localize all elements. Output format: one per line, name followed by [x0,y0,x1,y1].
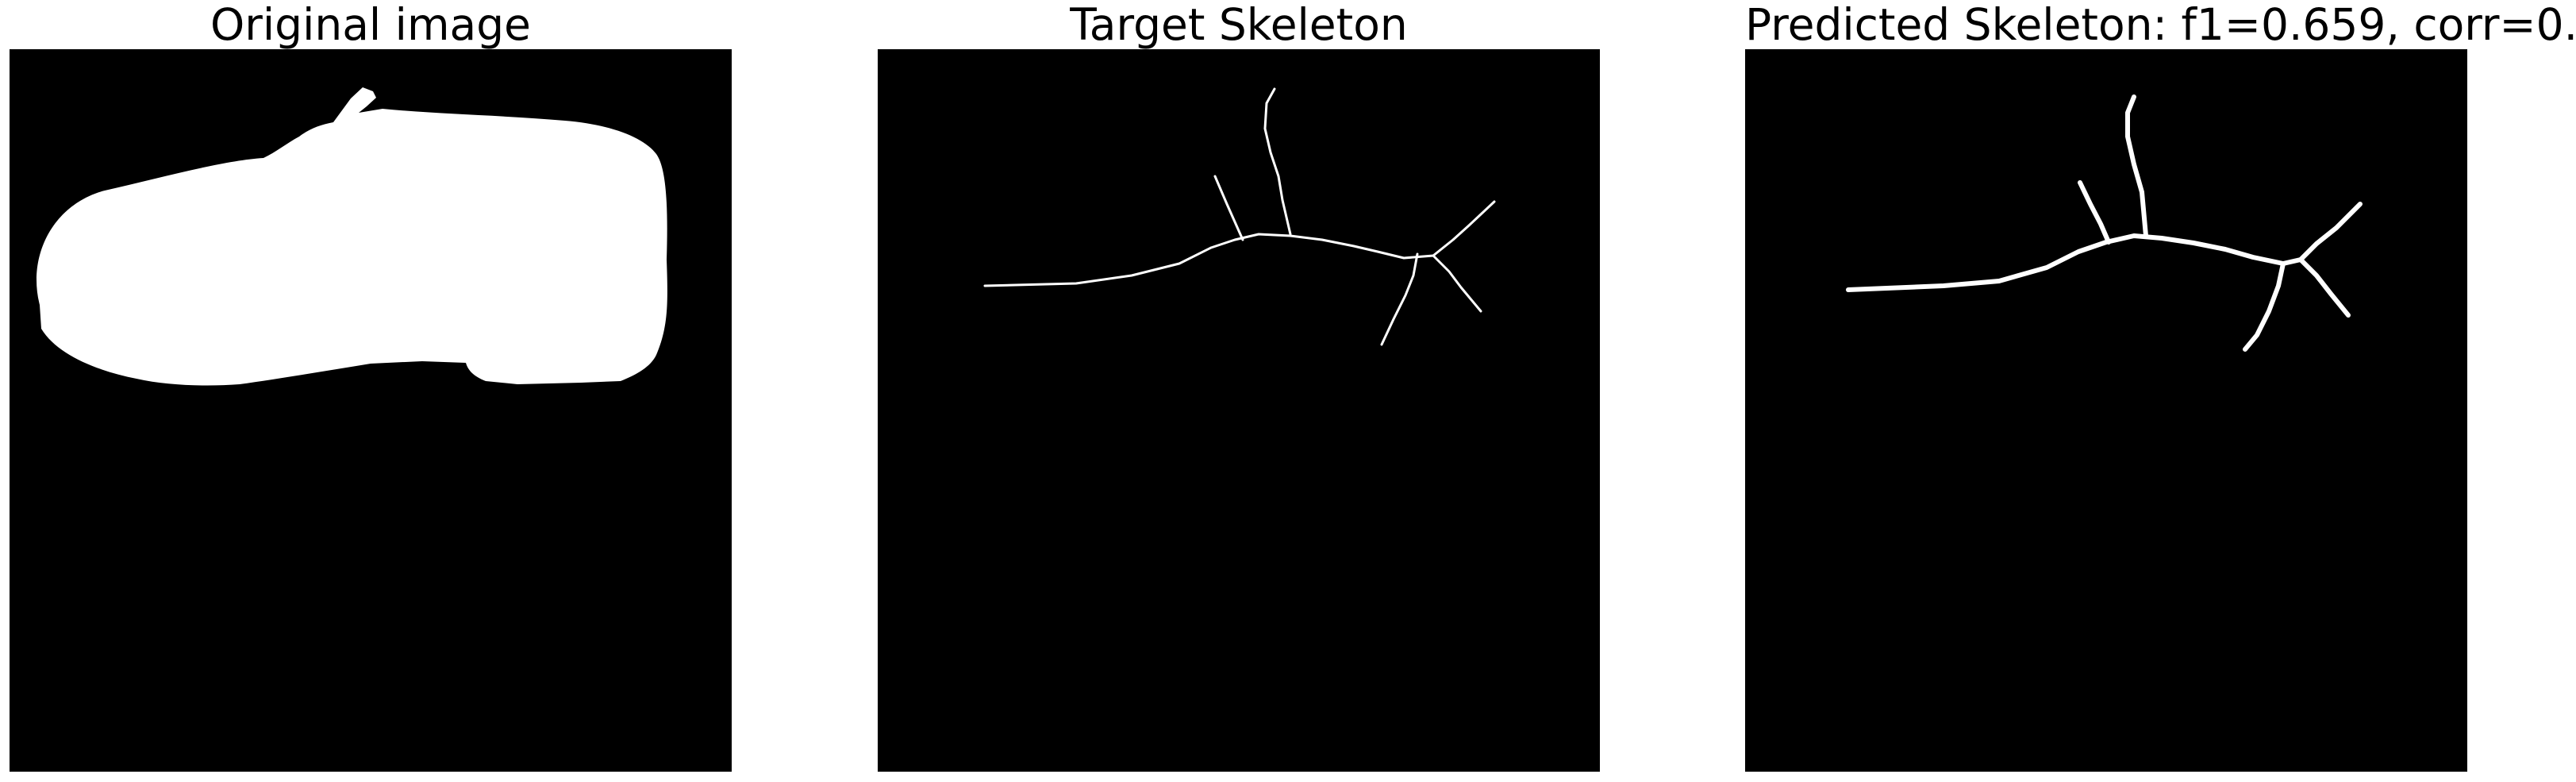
panel-title-target: Target Skeleton [1070,0,1408,50]
panel-predicted: Predicted Skeleton: f1=0.659, corr=0.699 [1745,0,2576,782]
pred-skeleton-branch-right-lower [2298,257,2351,318]
skeleton-branch-top [1263,87,1292,236]
target-skeleton-image [878,49,1600,772]
pred-skeleton-branch-top [2125,94,2148,238]
panel-original: Original image [10,0,732,782]
skeleton-branch-left [1213,175,1244,241]
pred-skeleton-branch-right-upper [2298,202,2363,262]
panel-target: Target Skeleton [878,0,1600,782]
pred-skeleton-main-branch [1846,233,2303,292]
skeleton-branch-right-lower [1432,254,1482,313]
pred-skeleton-branch-bottom [2243,261,2286,352]
predicted-skeleton-canvas [1846,94,2363,352]
predicted-skeleton-image [1745,49,2467,772]
skeleton-main-branch [983,233,1435,287]
target-skeleton-canvas [983,87,1496,346]
pred-skeleton-branch-left [2078,180,2111,245]
panel-title-predicted: Predicted Skeleton: f1=0.659, corr=0.699 [1745,0,2576,50]
original-image [10,49,732,772]
panel-title-original: Original image [210,0,531,50]
original-image-canvas [37,87,667,386]
skeleton-branch-right-upper [1432,200,1496,257]
skeleton-branch-bottom [1380,252,1419,346]
shoe-silhouette [37,87,667,386]
